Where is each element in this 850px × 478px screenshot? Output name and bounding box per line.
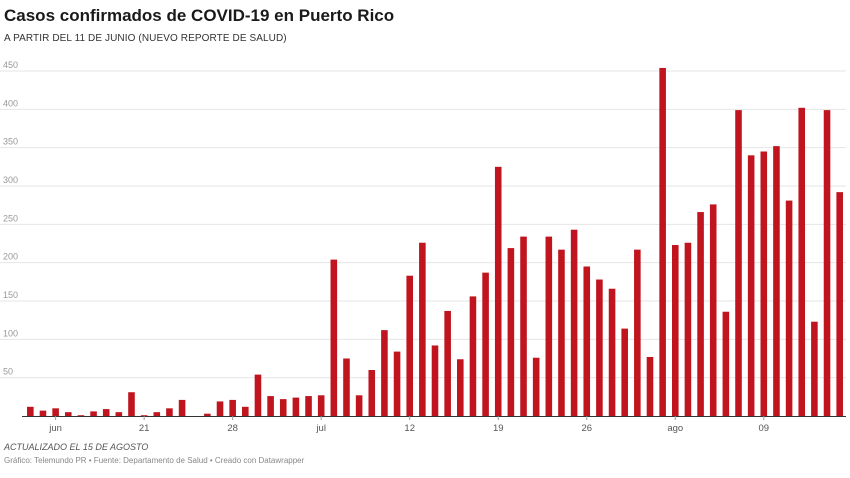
bar: [254, 374, 262, 416]
y-tick-label: 300: [3, 175, 18, 185]
bar: [292, 397, 300, 416]
bar: [785, 200, 793, 416]
x-tick-label: 26: [581, 423, 592, 434]
bar: [507, 248, 515, 416]
bar: [494, 166, 502, 416]
bar: [343, 358, 350, 416]
bar: [39, 410, 47, 416]
x-tick-label: 09: [759, 423, 770, 434]
x-tick-label: 28: [227, 423, 238, 434]
bar: [27, 406, 34, 416]
bar: [393, 351, 401, 416]
y-tick-label: 350: [3, 137, 18, 147]
bar: [305, 396, 312, 416]
y-tick-label: 150: [3, 290, 18, 300]
bar: [204, 413, 211, 416]
bar: [368, 370, 376, 416]
bar: [671, 245, 679, 416]
y-tick-label: 400: [3, 98, 18, 108]
bar: [482, 272, 489, 416]
x-tick-label: jun: [48, 423, 62, 434]
bar: [798, 107, 806, 417]
updated-note: ACTUALIZADO EL 15 DE AGOSTO: [4, 442, 149, 452]
bar: [760, 151, 768, 416]
bar: [267, 396, 274, 416]
bar: [381, 330, 388, 416]
bar: [709, 204, 717, 416]
bar: [64, 412, 72, 416]
bar: [406, 275, 413, 416]
bar: [355, 395, 363, 416]
bar: [77, 415, 85, 416]
bar: [102, 409, 110, 416]
bar: [583, 266, 591, 416]
bar: [596, 279, 603, 416]
bar: [747, 155, 755, 416]
source-credit: Gráfico: Telemundo PR • Fuente: Departam…: [4, 456, 305, 465]
bar: [431, 345, 439, 416]
bar: [330, 259, 338, 416]
bar: [469, 296, 477, 416]
bar: [811, 321, 818, 416]
bar: [823, 110, 831, 416]
bar: [558, 249, 565, 416]
x-tick-label: 12: [404, 423, 415, 434]
bar: [128, 392, 135, 416]
y-tick-label: 450: [3, 60, 18, 70]
y-tick-label: 200: [3, 252, 18, 262]
bar: [178, 399, 186, 416]
bar: [545, 236, 553, 416]
y-tick-label: 250: [3, 213, 18, 223]
x-tick-label: jul: [315, 423, 326, 434]
bar: [608, 288, 616, 416]
bar: [216, 401, 224, 416]
bar: [722, 311, 730, 416]
bar: [317, 395, 325, 416]
bar: [570, 229, 578, 416]
bar: [684, 242, 692, 416]
bar: [279, 399, 287, 416]
bar: [520, 236, 527, 416]
bar: [659, 67, 666, 417]
bar: [621, 328, 628, 416]
bar-chart: 50 100 150 200 250 300 350 400 450 jun 21 28 jul 12 19…: [0, 60, 846, 434]
bar: [444, 310, 451, 416]
bar: [532, 357, 540, 416]
bar: [697, 212, 704, 416]
bar: [242, 406, 249, 416]
chart-subtitle: A PARTIR DEL 11 DE JUNIO (NUEVO REPORTE …: [4, 33, 287, 44]
bar: [646, 356, 654, 416]
bar: [773, 146, 780, 416]
bar: [52, 408, 59, 416]
x-tick-label: 21: [139, 423, 150, 434]
bar: [153, 412, 161, 416]
bar: [836, 192, 843, 416]
bar: [229, 399, 236, 416]
bar: [115, 412, 123, 416]
bar: [419, 242, 426, 416]
bar: [90, 411, 97, 416]
bar: [140, 415, 148, 416]
chart-title: Casos confirmados de COVID-19 en Puerto …: [4, 6, 395, 25]
bar: [735, 110, 742, 416]
bar: [634, 249, 641, 416]
y-tick-label: 100: [3, 328, 18, 338]
x-tick-label: ago: [667, 423, 683, 434]
bar: [166, 408, 173, 416]
y-tick-label: 50: [3, 367, 13, 377]
x-tick-label: 19: [493, 423, 504, 434]
bar: [457, 359, 464, 416]
